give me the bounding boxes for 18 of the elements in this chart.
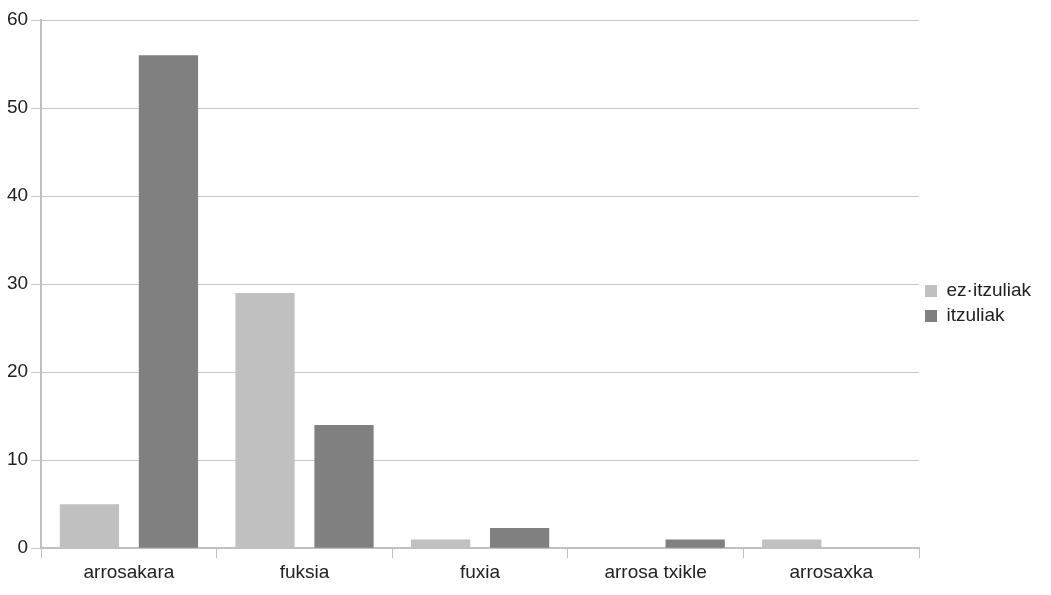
y-tick-label: 50 bbox=[6, 96, 29, 118]
bar bbox=[665, 539, 725, 548]
bar bbox=[489, 527, 550, 548]
y-tick-label: 60 bbox=[6, 8, 29, 30]
y-tick-label: 10 bbox=[6, 448, 29, 470]
x-tick-label: arrosaxka bbox=[789, 560, 874, 582]
y-tick-label: 40 bbox=[6, 184, 29, 206]
x-tick-label: arrosakara bbox=[83, 560, 175, 582]
y-tick-label: 30 bbox=[6, 272, 29, 294]
y-tick-label: 0 bbox=[17, 536, 29, 558]
bar bbox=[314, 424, 374, 548]
x-tick-label: arrosa txikle bbox=[604, 560, 707, 582]
x-tick-label: fuxia bbox=[460, 560, 501, 582]
x-tick-label: fuksia bbox=[279, 560, 330, 582]
legend-label: itzuliak bbox=[946, 304, 1006, 326]
legend-label: ez·itzuliak bbox=[946, 279, 1032, 301]
bar bbox=[138, 55, 199, 548]
y-tick-label: 20 bbox=[6, 360, 29, 382]
